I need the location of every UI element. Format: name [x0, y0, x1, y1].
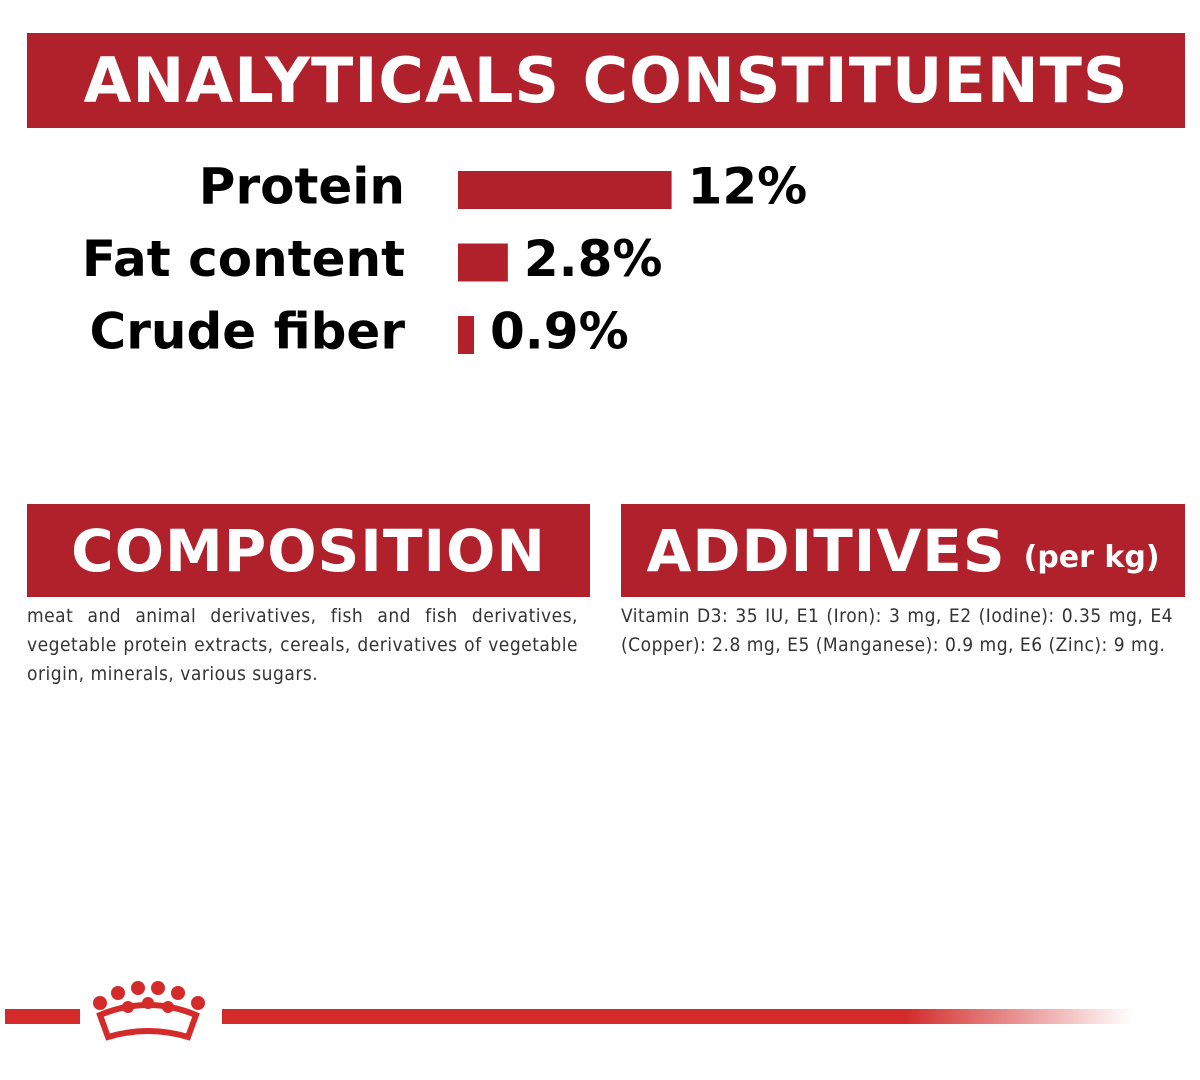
additives-band: ADDITIVES (per kg)	[621, 504, 1185, 597]
footer-logo	[5, 981, 1132, 1041]
additives-title: ADDITIVES	[646, 516, 1006, 585]
composition-text: meat and animal derivatives, fish and fi…	[27, 605, 578, 685]
title-band: ANALYTICALS CONSTITUENTS	[27, 33, 1185, 128]
crown	[93, 981, 205, 1041]
composition-title: COMPOSITION	[71, 516, 546, 585]
footer-line	[5, 1009, 80, 1024]
footer-line	[222, 1009, 1132, 1024]
value-label: 0.9%	[490, 303, 629, 361]
value-label: 2.8%	[524, 230, 663, 288]
composition-band: COMPOSITION	[27, 504, 590, 597]
category-label: Crude fiber	[90, 303, 406, 361]
bar	[458, 171, 672, 209]
category-label: Fat content	[82, 230, 405, 288]
chart: Protein 12% Fat content 2.8% Crude fiber 0.9%	[82, 158, 808, 361]
bar	[458, 316, 475, 354]
additives-unit: (per kg)	[1023, 540, 1160, 575]
additives-text: Vitamin D3: 35 IU, E1 (Iron): 3 mg, E2 (…	[621, 605, 1173, 656]
category-label: Protein	[199, 158, 405, 216]
bar	[458, 243, 508, 282]
value-label: 12%	[688, 158, 808, 216]
title: ANALYTICALS CONSTITUENTS	[83, 44, 1129, 117]
